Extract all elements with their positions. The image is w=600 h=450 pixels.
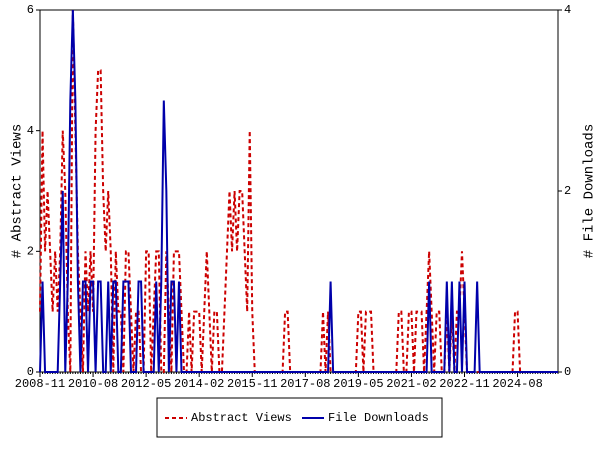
- x-tick-label: 2022-11: [439, 377, 489, 391]
- y-tick-label: 2: [27, 245, 34, 259]
- x-tick-label: 2008-11: [15, 377, 65, 391]
- x-tick-label: 2010-08: [68, 377, 118, 391]
- legend-box: [156, 397, 443, 438]
- x-tick-label: 2014-02: [174, 377, 224, 391]
- y-tick-label: 6: [27, 3, 34, 17]
- y2-tick-label: 0: [564, 365, 571, 379]
- x-tick-label: 2024-08: [492, 377, 542, 391]
- legend-label: File Downloads: [328, 411, 429, 425]
- y2-tick-label: 4: [564, 3, 571, 17]
- x-tick-label: 2021-02: [386, 377, 436, 391]
- x-tick-label: 2015-11: [227, 377, 277, 391]
- x-tick-label: 2012-05: [121, 377, 171, 391]
- y-tick-label: 0: [27, 365, 34, 379]
- x-tick-label: 2017-08: [280, 377, 330, 391]
- y-tick-label: 4: [27, 124, 34, 138]
- legend-label: Abstract Views: [191, 411, 292, 425]
- y-axis-label: # Abstract Views: [10, 124, 26, 258]
- y2-axis-label: # File Downloads: [582, 124, 598, 258]
- y2-tick-label: 2: [564, 184, 571, 198]
- series-line: [39, 9, 558, 373]
- x-tick-label: 2019-05: [333, 377, 383, 391]
